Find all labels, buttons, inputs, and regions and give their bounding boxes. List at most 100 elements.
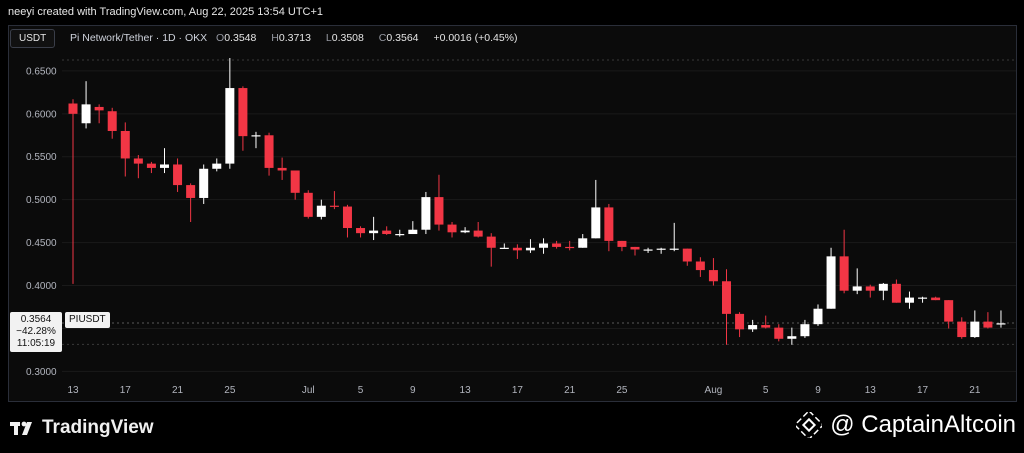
binance-diamond-icon <box>796 412 823 438</box>
y-tick-label: 0.5500 <box>26 152 57 163</box>
chart-author-caption: neeyi created with TradingView.com, Aug … <box>8 6 324 18</box>
candle-body <box>382 230 392 235</box>
candle-body <box>682 248 692 262</box>
candle-body <box>369 230 379 234</box>
x-tick-label: 17 <box>512 385 524 396</box>
candle-body <box>133 158 143 164</box>
candle-body <box>421 197 431 230</box>
x-tick-label: 25 <box>224 385 236 396</box>
candle-body <box>395 234 405 236</box>
candle-body <box>787 336 797 339</box>
candle-body <box>865 286 875 291</box>
low-value: 0.3508 <box>331 32 364 44</box>
x-tick-label: 13 <box>865 385 877 396</box>
candle-body <box>342 206 352 229</box>
candle-body <box>303 192 313 217</box>
candle-body <box>212 163 222 169</box>
candle-body <box>277 167 287 171</box>
candle-body <box>695 261 705 271</box>
candle-body <box>199 168 209 198</box>
symbol-name[interactable]: Pi Network/Tether · 1D · OKX <box>70 32 208 44</box>
candle-body <box>290 170 300 193</box>
candle-body <box>434 197 444 225</box>
last-price-label: 0.3564 −42.28% 11:05:19 <box>10 312 62 352</box>
candle-body <box>722 281 731 314</box>
candle-body <box>159 164 169 168</box>
candle-body <box>735 313 745 330</box>
candle-body <box>970 321 980 338</box>
candle-body <box>918 297 928 299</box>
candle-body <box>591 207 601 239</box>
y-tick-label: 0.6000 <box>26 109 57 120</box>
y-tick-label: 0.3000 <box>26 367 57 378</box>
candle-body <box>120 130 130 159</box>
candle-body <box>512 247 522 251</box>
candle-body <box>904 297 914 303</box>
candle-body <box>996 323 1006 325</box>
candle-body <box>774 327 784 339</box>
candle-body <box>225 88 235 164</box>
last-price-change-pct: −42.28% <box>16 326 56 337</box>
candle-body <box>852 286 862 291</box>
candle-body <box>329 205 339 207</box>
candle-body <box>630 246 640 250</box>
y-tick-label: 0.4000 <box>26 281 57 292</box>
candle-body <box>839 256 849 291</box>
candle-body <box>761 325 771 328</box>
candle-body <box>81 104 91 124</box>
tradingview-logo-text: TradingView <box>42 417 154 438</box>
candle-body <box>669 248 679 250</box>
x-tick-label: 17 <box>120 385 132 396</box>
tradingview-logo-icon <box>10 421 32 435</box>
candle-body <box>107 111 117 131</box>
candle-body <box>983 321 993 328</box>
candle-body <box>891 283 901 303</box>
candle-body <box>447 224 457 233</box>
candle-body <box>748 325 758 330</box>
candle-body <box>878 283 888 291</box>
candle-body <box>408 229 418 235</box>
candle-body <box>460 230 470 233</box>
candle-body <box>800 324 810 337</box>
candle-body <box>944 300 954 322</box>
tradingview-logo[interactable]: TradingView <box>10 417 154 439</box>
candle-body <box>251 135 261 137</box>
candle-body <box>539 243 549 248</box>
y-tick-label: 0.4500 <box>26 238 57 249</box>
candle-countdown: 11:05:19 <box>16 338 56 349</box>
candle-body <box>486 236 496 248</box>
close-key: C <box>378 32 387 44</box>
candle-body <box>813 308 823 325</box>
candle-body <box>186 185 196 198</box>
candle-body <box>525 247 535 251</box>
open-key: O <box>216 32 225 44</box>
last-price-value: 0.3564 <box>20 314 52 325</box>
candle-body <box>499 247 509 249</box>
candle-body <box>473 230 483 237</box>
x-tick-label: Aug <box>705 385 723 396</box>
x-tick-label: 21 <box>564 385 576 396</box>
candle-body <box>565 246 575 249</box>
x-tick-label: 17 <box>917 385 929 396</box>
candle-body <box>264 135 274 168</box>
high-value: 0.3713 <box>278 32 311 44</box>
candle-body <box>617 240 627 247</box>
ticker-tag: PIUSDT <box>65 312 110 328</box>
chart-panel[interactable] <box>8 25 1017 402</box>
x-tick-label: Jul <box>302 385 315 396</box>
candle-body <box>94 106 104 111</box>
x-tick-label: 5 <box>358 385 364 396</box>
x-tick-label: 21 <box>969 385 981 396</box>
low-key: L <box>325 32 332 44</box>
candle-body <box>356 228 366 234</box>
candle-body <box>656 248 666 250</box>
candle-body <box>578 238 588 248</box>
candle-body <box>643 249 653 251</box>
y-tick-label: 0.5000 <box>26 195 57 206</box>
close-value: 0.3564 <box>386 32 419 44</box>
currency-badge[interactable]: USDT <box>10 29 56 48</box>
y-tick-label: 0.6500 <box>26 66 57 77</box>
x-tick-label: 9 <box>815 385 821 396</box>
